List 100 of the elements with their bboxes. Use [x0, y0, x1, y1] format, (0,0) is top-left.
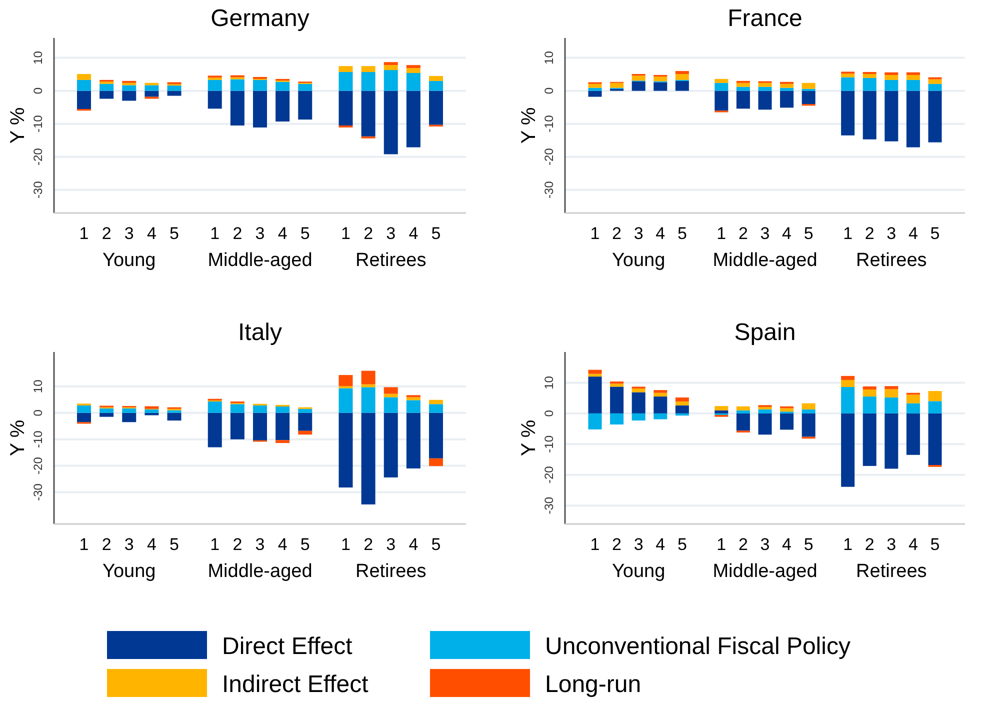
y-tick-label: -30 — [542, 180, 556, 199]
text: Middle-aged — [712, 250, 818, 271]
y-tick-label: -10 — [31, 114, 45, 133]
x-tick-label: 3 — [386, 535, 396, 554]
x-tick-label: 1 — [341, 224, 350, 243]
x-tick-label: 3 — [760, 535, 770, 554]
x-tick-label: 3 — [886, 535, 896, 554]
text: Retirees — [355, 250, 426, 271]
text: Young — [612, 250, 666, 271]
y-axis-title: Y % — [518, 420, 540, 456]
chart-title: France — [728, 5, 802, 32]
x-tick-label: 3 — [634, 224, 644, 243]
y-tick-label: 0 — [31, 87, 45, 94]
x-tick-label: 2 — [612, 535, 622, 554]
text: Young — [102, 250, 156, 271]
x-tick-label: 5 — [930, 535, 940, 554]
x-tick-label: 2 — [864, 535, 874, 554]
y-tick-label: -10 — [31, 430, 45, 448]
y-axis-title: Y % — [7, 107, 29, 144]
x-tick-label: 4 — [908, 224, 918, 243]
y-tick-label: 0 — [31, 409, 45, 416]
x-tick-label: 1 — [210, 224, 220, 243]
y-tick-label: -10 — [542, 114, 556, 133]
y-tick-label: -30 — [542, 496, 556, 514]
x-tick-label: 1 — [341, 535, 350, 554]
x-tick-label: 1 — [590, 224, 600, 243]
x-tick-label: 3 — [124, 224, 134, 243]
x-tick-label: 5 — [170, 224, 179, 243]
x-tick-label: 5 — [930, 224, 940, 243]
text: Young — [102, 561, 156, 582]
x-tick-label: 3 — [255, 224, 265, 243]
x-tick-label: 4 — [782, 224, 792, 243]
text: Retirees — [355, 561, 426, 582]
x-tick-label: 2 — [232, 224, 242, 243]
y-tick-label: 10 — [31, 50, 45, 64]
y-tick-label: -10 — [542, 435, 556, 453]
x-tick-label: 2 — [364, 535, 374, 554]
text: Middle-aged — [712, 561, 818, 582]
x-tick-label: 2 — [738, 224, 748, 243]
x-tick-label: 1 — [79, 224, 89, 243]
x-tick-label: 1 — [590, 535, 600, 554]
x-tick-label: 2 — [612, 224, 622, 243]
x-tick-label: 2 — [364, 224, 374, 243]
x-tick-label: 3 — [255, 535, 265, 554]
x-tick-label: 3 — [386, 224, 396, 243]
y-tick-label: -20 — [542, 148, 556, 166]
x-tick-label: 5 — [300, 224, 310, 243]
legend-label: Indirect Effect — [222, 671, 369, 698]
y-tick-label: -20 — [31, 456, 45, 474]
x-tick-label: 4 — [782, 535, 792, 554]
legend-label: Unconventional Fiscal Policy — [545, 633, 850, 660]
x-tick-label: 5 — [804, 535, 814, 554]
x-tick-label: 2 — [232, 535, 242, 554]
legend-label: Long-run — [545, 671, 642, 698]
text: Middle-aged — [208, 250, 312, 271]
chart-title: Spain — [734, 319, 796, 346]
x-tick-label: 5 — [804, 224, 814, 243]
y-tick-label: -20 — [31, 148, 45, 166]
x-tick-label: 4 — [408, 224, 418, 243]
y-tick-label: -30 — [31, 483, 45, 501]
x-tick-label: 3 — [124, 535, 134, 554]
x-tick-label: 4 — [656, 224, 666, 243]
x-tick-label: 5 — [431, 224, 441, 243]
x-tick-label: 4 — [146, 535, 156, 554]
x-tick-label: 4 — [408, 535, 418, 554]
x-tick-label: 1 — [843, 224, 853, 243]
x-tick-label: 1 — [716, 224, 726, 243]
x-tick-label: 3 — [634, 535, 644, 554]
x-tick-label: 4 — [278, 535, 288, 554]
legend-label: Direct Effect — [222, 633, 353, 660]
chart-title: Germany — [210, 5, 310, 32]
text: Young — [612, 561, 666, 582]
x-tick-label: 5 — [300, 535, 310, 554]
x-tick-label: 4 — [146, 224, 156, 243]
y-axis-title: Y % — [7, 420, 29, 456]
x-tick-label: 5 — [677, 535, 687, 554]
x-tick-label: 4 — [656, 535, 666, 554]
x-tick-label: 1 — [843, 535, 853, 554]
y-tick-label: 10 — [542, 376, 556, 390]
x-tick-label: 1 — [79, 535, 89, 554]
text: Middle-aged — [208, 561, 312, 582]
y-tick-label: -20 — [542, 466, 556, 484]
chart-title: Italy — [238, 319, 282, 346]
y-tick-label: 10 — [31, 379, 45, 394]
x-tick-label: 2 — [102, 535, 112, 554]
x-tick-label: 3 — [760, 224, 770, 243]
x-tick-label: 5 — [431, 535, 441, 554]
x-tick-label: 2 — [102, 224, 112, 243]
x-tick-label: 4 — [908, 535, 918, 554]
y-tick-label: 0 — [542, 410, 556, 417]
x-tick-label: 5 — [677, 224, 687, 243]
x-tick-label: 4 — [278, 224, 288, 243]
text: Retirees — [856, 250, 927, 271]
x-tick-label: 3 — [886, 224, 896, 243]
text: Retirees — [856, 561, 927, 582]
y-tick-label: 10 — [542, 50, 556, 64]
y-axis-title: Y % — [518, 107, 540, 144]
x-tick-label: 2 — [738, 535, 748, 554]
x-tick-label: 1 — [716, 535, 726, 554]
x-tick-label: 2 — [864, 224, 874, 243]
